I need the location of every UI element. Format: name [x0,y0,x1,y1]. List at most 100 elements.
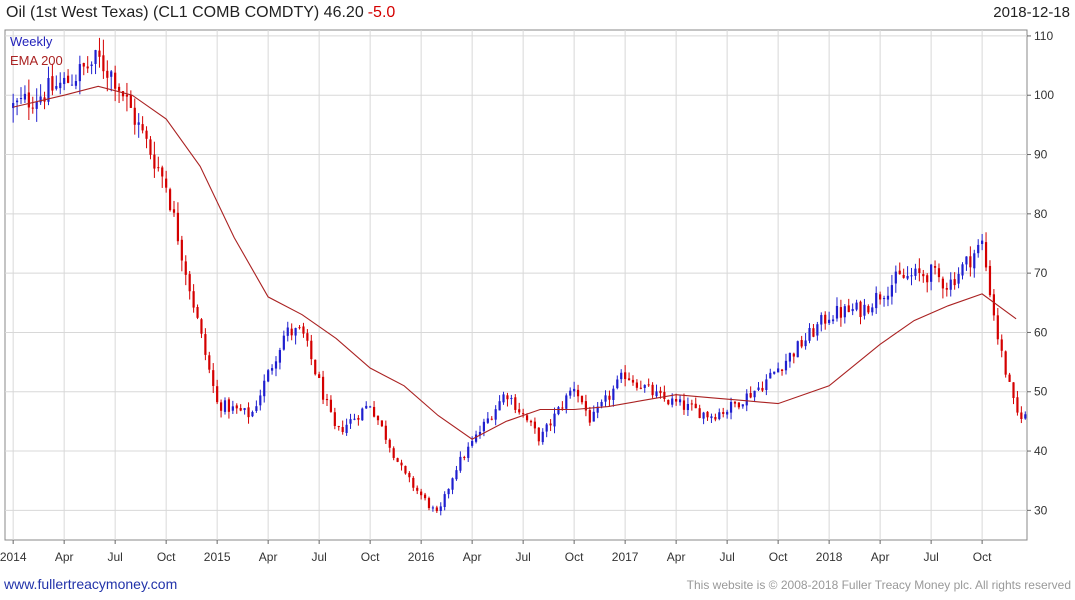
candle-down [314,359,317,375]
candle-up [831,319,835,322]
candle-up [19,98,23,100]
candle-down [306,333,309,341]
candle-down [922,274,925,277]
x-tick-label: Jul [923,550,938,564]
candle-down [1000,339,1003,351]
candle-down [549,423,552,426]
candle-down [682,400,686,410]
candle-up [757,387,760,390]
x-tick-label: 2015 [204,550,231,564]
legend-ema: EMA 200 [10,53,63,68]
candle-down [667,399,670,405]
candle-down [561,407,564,409]
candle-down [635,382,639,388]
candle-up [973,253,976,269]
candle-up [294,328,297,336]
candle-down [647,384,650,386]
candle-down [824,314,827,324]
candle-up [74,81,78,86]
candle-down [937,268,941,278]
candle-down [149,139,152,155]
candle-down [984,242,988,268]
candle-down [624,372,627,380]
candle-down [839,307,842,318]
candle-up [729,401,733,413]
candle-down [651,384,654,396]
x-tick-label: Apr [259,550,278,564]
candle-down [372,406,376,417]
candle-down [608,395,611,400]
candle-down [859,301,862,318]
candle-down [659,390,662,394]
candle-down [184,261,187,275]
candle-up [467,446,470,458]
candle-up [863,304,866,316]
candle-up [710,416,713,419]
candle-up [267,370,270,382]
ema-200-line [13,85,1017,440]
candle-up [459,456,462,471]
candle-up [769,372,772,379]
candle-down [427,498,431,509]
candle-down [737,402,741,408]
website-link[interactable]: www.fullertreacymoney.com [4,576,178,592]
candle-up [600,401,603,407]
candle-up [498,401,501,411]
candle-up [961,264,964,276]
chart-title: Oil (1st West Texas) (CL1 COMB COMDTY) 4… [6,4,395,22]
candle-up [777,368,780,373]
candle-up [471,440,474,446]
candle-up [828,319,831,324]
candle-down [141,124,144,131]
candle-down [992,294,995,316]
candle-up [678,399,682,403]
candle-down [953,279,956,286]
x-tick-label: Oct [973,550,992,564]
candle-down [404,465,407,474]
candle-up [270,368,274,371]
candle-up [910,275,913,277]
candle-down [879,294,882,300]
x-tick-label: 2016 [408,550,435,564]
candle-down [384,425,387,440]
y-tick-label: 90 [1034,148,1048,162]
candle-down [212,370,215,386]
candle-up [345,424,348,433]
y-tick-label: 30 [1034,503,1048,517]
candle-down [86,66,89,69]
candle-up [486,418,489,423]
candle-down [580,395,584,403]
candle-down [129,94,132,108]
candle-up [882,298,886,300]
candle-down [463,457,466,459]
candle-down [227,399,231,412]
candle-up [977,244,980,254]
candle-down [941,278,944,289]
candle-up [808,328,811,341]
candle-down [51,76,54,91]
candle-down [639,387,642,389]
candle-up [553,413,556,427]
candle-down [518,409,521,413]
candle-up [643,385,646,388]
candle-up [494,409,497,420]
candle-up [765,379,768,391]
x-tick-label: Apr [55,550,74,564]
candle-down [1008,374,1011,382]
candle-down [420,491,423,496]
candle-down [145,130,148,139]
candle-down [996,315,999,340]
candle-down [102,55,105,72]
candle-up [349,419,352,424]
x-tick-label: Apr [871,550,890,564]
candle-up [616,379,619,389]
candle-down [357,417,360,420]
candle-down [675,399,678,402]
candle-up [957,273,960,284]
candle-down [380,420,384,427]
candle-down [208,355,211,370]
candle-down [898,270,901,275]
candle-down [408,472,411,478]
candle-down [341,427,344,432]
